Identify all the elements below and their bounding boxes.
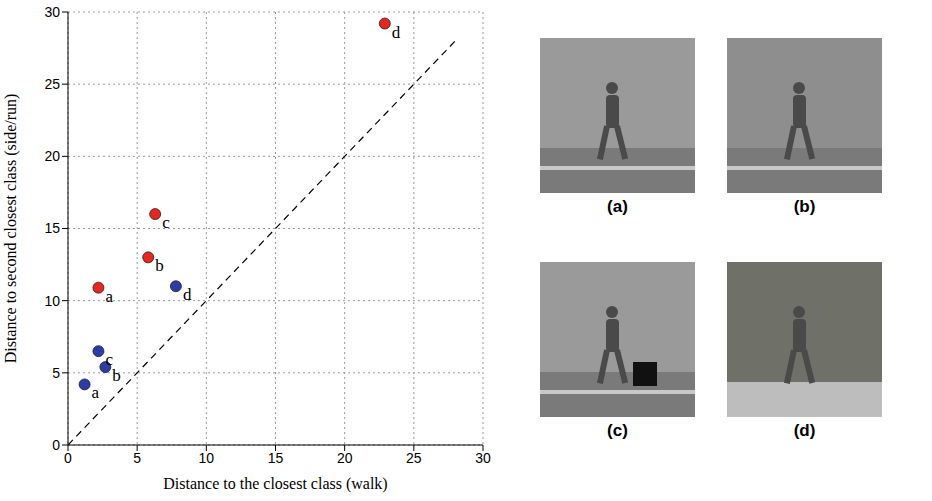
svg-text:25: 25 bbox=[406, 450, 422, 466]
svg-text:b: b bbox=[155, 256, 164, 275]
svg-text:Distance to second closest cla: Distance to second closest class (side/r… bbox=[2, 94, 20, 364]
svg-text:c: c bbox=[162, 213, 170, 232]
svg-text:30: 30 bbox=[44, 4, 60, 20]
svg-text:0: 0 bbox=[52, 437, 60, 453]
html-text:(b): (b) bbox=[793, 197, 816, 216]
svg-text:Distance to the closest class: Distance to the closest class (walk) bbox=[163, 475, 387, 493]
svg-text:0: 0 bbox=[64, 450, 72, 466]
svg-text:15: 15 bbox=[268, 450, 284, 466]
svg-text:b: b bbox=[112, 366, 121, 385]
svg-text:5: 5 bbox=[133, 450, 141, 466]
svg-text:30: 30 bbox=[475, 450, 491, 466]
svg-text:20: 20 bbox=[337, 450, 353, 466]
svg-text:a: a bbox=[105, 287, 113, 306]
html-text:(d): (d) bbox=[793, 421, 816, 440]
svg-text:d: d bbox=[392, 23, 401, 42]
svg-text:c: c bbox=[105, 350, 113, 369]
svg-text:15: 15 bbox=[44, 220, 60, 236]
svg-text:d: d bbox=[183, 285, 192, 304]
svg-text:10: 10 bbox=[199, 450, 215, 466]
html-text:(c): (c) bbox=[607, 421, 628, 440]
svg-text:10: 10 bbox=[44, 293, 60, 309]
svg-text:5: 5 bbox=[52, 365, 60, 381]
svg-text:25: 25 bbox=[44, 76, 60, 92]
html-text:(a): (a) bbox=[607, 197, 628, 216]
svg-text:20: 20 bbox=[44, 148, 60, 164]
svg-text:a: a bbox=[92, 383, 100, 402]
